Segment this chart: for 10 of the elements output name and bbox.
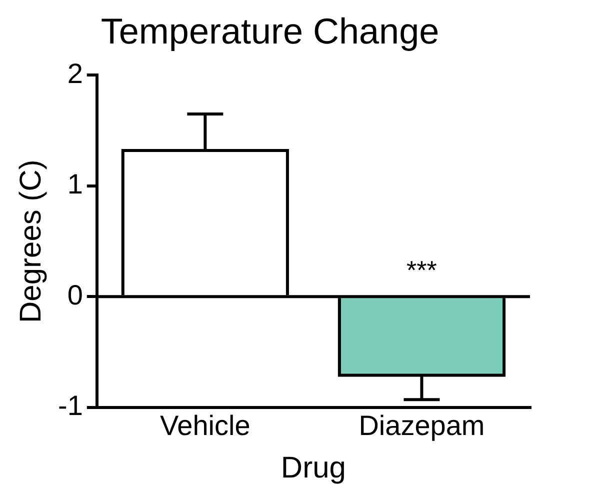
y-tick-label: 0 <box>67 279 83 310</box>
y-tick-label: 1 <box>67 168 83 200</box>
y-axis-title: Degrees (C) <box>14 160 48 323</box>
x-tick-label: Vehicle <box>160 410 250 441</box>
annotation: *** <box>406 254 437 285</box>
chart-title: Temperature Change <box>100 10 440 52</box>
x-axis-title: Drug <box>280 451 346 484</box>
y-tick-label: 2 <box>67 58 83 89</box>
y-tick-label: -1 <box>58 390 83 422</box>
x-tick-label: Diazepam <box>358 410 485 441</box>
